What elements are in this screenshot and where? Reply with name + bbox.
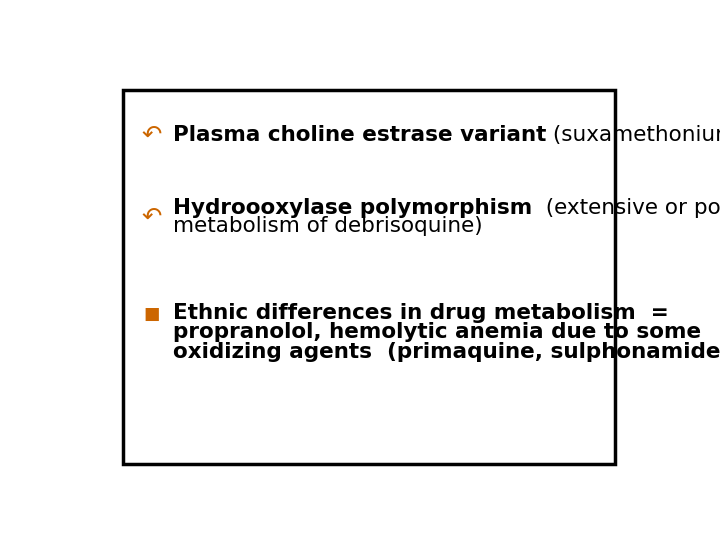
Text: ■: ■ xyxy=(143,305,160,323)
Text: Plasma choline estrase variant: Plasma choline estrase variant xyxy=(173,125,546,145)
Text: (extensive or poor: (extensive or poor xyxy=(532,198,720,218)
Text: metabolism of debrisoquine): metabolism of debrisoquine) xyxy=(173,216,482,236)
Text: (suxamethonium): (suxamethonium) xyxy=(546,125,720,145)
FancyBboxPatch shape xyxy=(124,90,615,464)
Text: ↶: ↶ xyxy=(142,205,162,228)
Text: Ethnic differences in drug metabolism  =: Ethnic differences in drug metabolism = xyxy=(173,303,668,323)
Text: propranolol, hemolytic anemia due to some: propranolol, hemolytic anemia due to som… xyxy=(173,322,701,342)
Text: ↶: ↶ xyxy=(142,123,162,147)
Text: Hydroooxylase polymorphism: Hydroooxylase polymorphism xyxy=(173,198,532,218)
Text: oxidizing agents  (primaquine, sulphonamides): oxidizing agents (primaquine, sulphonami… xyxy=(173,342,720,362)
